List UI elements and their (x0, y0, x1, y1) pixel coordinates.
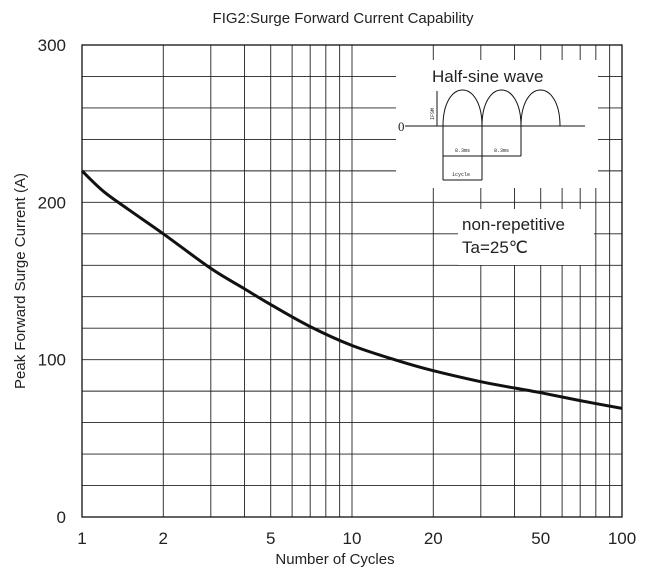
x-axis-label: Number of Cycles (275, 551, 394, 568)
x-tick-label: 20 (424, 529, 443, 548)
inset-background (396, 60, 598, 188)
y-tick-label: 100 (38, 351, 66, 370)
condition-background (458, 209, 594, 265)
y-tick-labels: 0 100 200 300 (38, 36, 66, 527)
half-sine-inset: Half-sine wave 0 IFSM 8.3ms 8.3ms 1cycle (396, 60, 598, 188)
series-line-0 (80, 169, 623, 410)
x-tick-label: 1 (77, 529, 86, 548)
y-tick-label: 300 (38, 36, 66, 55)
chart-title: FIG2:Surge Forward Current Capability (213, 10, 474, 27)
half-sine-wave (442, 89, 561, 127)
inset-period-1-label: 8.3ms (455, 148, 470, 154)
condition-label-2: Ta=25℃ (462, 238, 528, 257)
plot-frame (81, 44, 623, 518)
inset-cycle-label: 1cycle (452, 172, 470, 178)
x-tick-label: 2 (159, 529, 168, 548)
curve-layer (80, 169, 623, 410)
x-tick-label: 100 (608, 529, 636, 548)
y-tick-label: 200 (38, 193, 66, 212)
x-tick-label: 5 (266, 529, 275, 548)
inset-period-2-label: 8.3ms (494, 148, 509, 154)
inset-title: Half-sine wave (432, 67, 544, 86)
y-tick-label: 0 (57, 508, 66, 527)
x-tick-labels: 1 2 5 10 20 50 100 (77, 529, 636, 548)
y-axis-label: Peak Forward Surge Current (A) (12, 173, 29, 389)
x-tick-label: 50 (531, 529, 550, 548)
inset-zero-label: 0 (398, 119, 405, 134)
inset-ifsm-label: IFSM (430, 108, 436, 120)
condition-label-1: non-repetitive (462, 215, 565, 234)
x-tick-label: 10 (343, 529, 362, 548)
